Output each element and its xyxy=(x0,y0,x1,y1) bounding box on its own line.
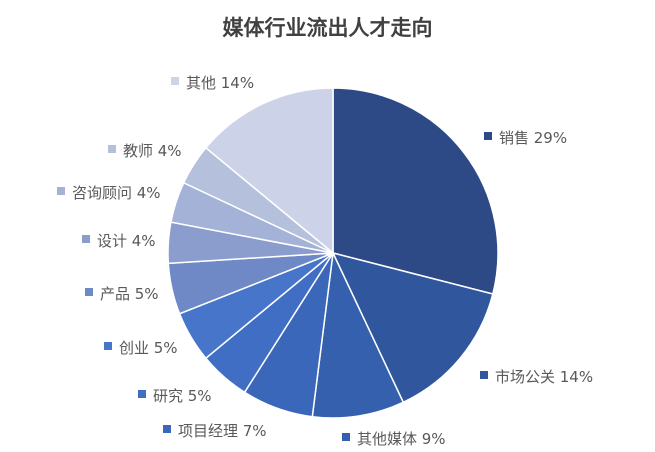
label-marker-8 xyxy=(82,235,90,243)
data-label-10: 教师 4% xyxy=(123,142,182,160)
label-marker-6 xyxy=(104,342,112,350)
label-marker-11 xyxy=(171,77,179,85)
label-marker-2 xyxy=(480,371,488,379)
data-label-9: 咨询顾问 4% xyxy=(72,184,161,202)
label-marker-7 xyxy=(85,288,93,296)
data-label-7: 产品 5% xyxy=(100,285,159,303)
pie-slice-11 xyxy=(204,87,334,255)
pie-slice-3 xyxy=(311,250,405,419)
data-label-6: 创业 5% xyxy=(119,339,178,357)
data-label-11: 其他 14% xyxy=(186,74,254,92)
label-marker-1 xyxy=(484,132,492,140)
label-marker-4 xyxy=(163,425,171,433)
pie-slice-1 xyxy=(332,87,499,295)
data-label-2: 市场公关 14% xyxy=(495,368,593,386)
chart-title: 媒体行业流出人才走向 xyxy=(222,16,433,40)
data-label-1: 销售 29% xyxy=(499,129,567,147)
label-marker-9 xyxy=(57,187,65,195)
data-label-4: 项目经理 7% xyxy=(178,422,267,440)
data-label-8: 设计 4% xyxy=(97,232,156,250)
pie-slice-2 xyxy=(331,251,494,404)
label-marker-5 xyxy=(138,390,146,398)
label-marker-10 xyxy=(108,145,116,153)
pie-slices xyxy=(167,87,499,419)
pie-labels: 销售 29% 市场公关 14% 其他媒体 9% 项目经理 7% 研究 5% 创业 5% 产品… xyxy=(57,74,593,448)
data-label-5: 研究 5% xyxy=(153,387,212,405)
label-marker-3 xyxy=(342,433,350,441)
data-label-3: 其他媒体 9% xyxy=(357,430,446,448)
